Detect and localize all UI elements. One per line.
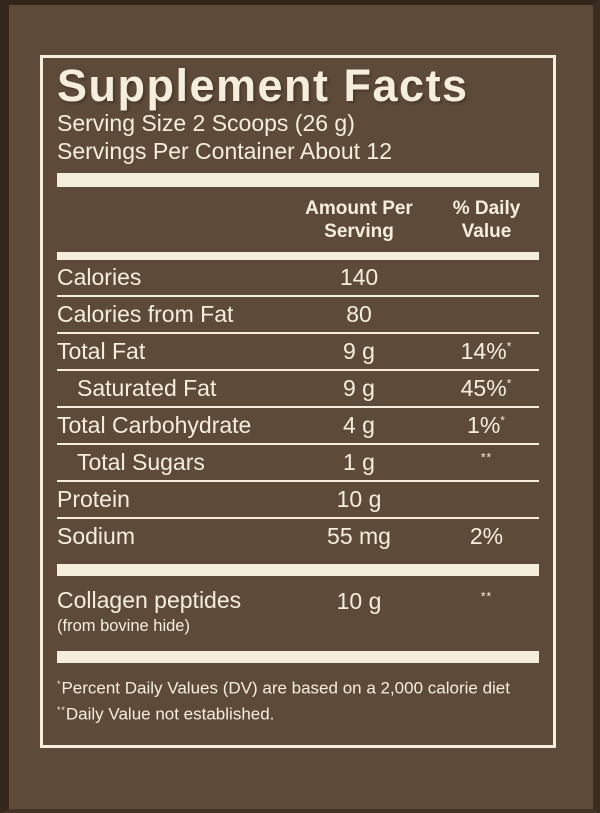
nutrient-amount: 9 g: [343, 375, 375, 402]
table-row: Calories 140: [57, 260, 539, 295]
collagen-dv-marker: **: [480, 589, 493, 604]
divider-bar-top: [57, 173, 539, 188]
panel-title: Supplement Facts: [57, 60, 469, 111]
nutrient-name: Calories from Fat: [57, 301, 234, 328]
nutrient-daily-value: 1%*: [467, 412, 506, 439]
column-headers-row: Amount Per Serving % Daily Value: [57, 187, 539, 252]
footnote-text: Percent Daily Values (DV) are based on a…: [61, 678, 510, 698]
collagen-dv: **: [434, 588, 539, 634]
amount-per-serving-header: Amount Per Serving: [284, 197, 434, 243]
nutrient-amount: 55 mg: [327, 523, 391, 550]
nutrient-name: Total Sugars: [77, 449, 205, 476]
collagen-name-block: Collagen peptides (from bovine hide): [57, 587, 284, 635]
table-row: Total Fat 9 g 14%*: [57, 332, 539, 369]
nutrient-name: Saturated Fat: [77, 375, 217, 402]
nutrient-amount: 80: [346, 301, 372, 328]
divider-bar-header: [57, 252, 539, 261]
nutrient-daily-value: 45%*: [460, 375, 513, 402]
collagen-source: (from bovine hide): [57, 616, 190, 635]
serving-size-line: Serving Size 2 Scoops (26 g): [57, 110, 355, 137]
table-row: Total Sugars 1 g **: [57, 443, 539, 480]
supplement-facts-panel: Supplement Facts Serving Size 2 Scoops (…: [40, 55, 556, 748]
divider-bar-section: [57, 564, 539, 577]
nutrient-amount: 140: [339, 264, 379, 291]
divider-bar-bottom: [57, 650, 539, 663]
nutrient-daily-value: **: [480, 450, 493, 465]
collagen-amount: 10 g: [336, 588, 382, 615]
nutrient-daily-value: 2%: [469, 523, 504, 550]
footnote-double-asterisk: **: [57, 705, 66, 716]
table-row: Protein 10 g: [57, 480, 539, 517]
footnote-asterisk: *: [57, 678, 62, 689]
amount-header-line2: Serving: [324, 221, 394, 243]
dv-header-line1: % Daily: [452, 198, 521, 220]
nutrient-rows: Calories 140 Calories from Fat 80 Total Fat 9…: [57, 260, 539, 554]
nutrient-amount: 4 g: [343, 412, 375, 439]
nutrient-name: Total Carbohydrate: [57, 412, 252, 439]
table-row: Total Carbohydrate 4 g 1%*: [57, 406, 539, 443]
nutrient-name: Total Fat: [57, 338, 146, 365]
nutrient-name: Calories: [57, 264, 142, 291]
servings-per-container-line: Servings Per Container About 12: [57, 138, 392, 165]
dv-header-line2: Value: [461, 221, 512, 243]
table-row: Saturated Fat 9 g 45%*: [57, 369, 539, 406]
table-row: Sodium 55 mg 2%: [57, 517, 539, 554]
nutrient-name: Sodium: [57, 523, 135, 550]
footnotes: *Percent Daily Values (DV) are based on …: [57, 673, 539, 726]
collagen-row: Collagen peptides (from bovine hide) 10 …: [57, 587, 539, 635]
table-row: Calories from Fat 80: [57, 295, 539, 332]
nutrient-amount: 10 g: [336, 486, 382, 513]
amount-header-line1: Amount Per: [305, 198, 413, 220]
footnote-not-established: **Daily Value not established.: [57, 699, 539, 726]
daily-value-header: % Daily Value: [434, 197, 539, 243]
nutrient-daily-value: 14%*: [460, 338, 513, 365]
footnote-dv-basis: *Percent Daily Values (DV) are based on …: [57, 673, 539, 700]
nutrient-amount: 9 g: [343, 338, 375, 365]
nutrient-amount: 1 g: [343, 449, 375, 476]
collagen-name: Collagen peptides: [57, 587, 242, 614]
nutrient-name: Protein: [57, 486, 130, 513]
footnote-text: Daily Value not established.: [65, 705, 275, 724]
